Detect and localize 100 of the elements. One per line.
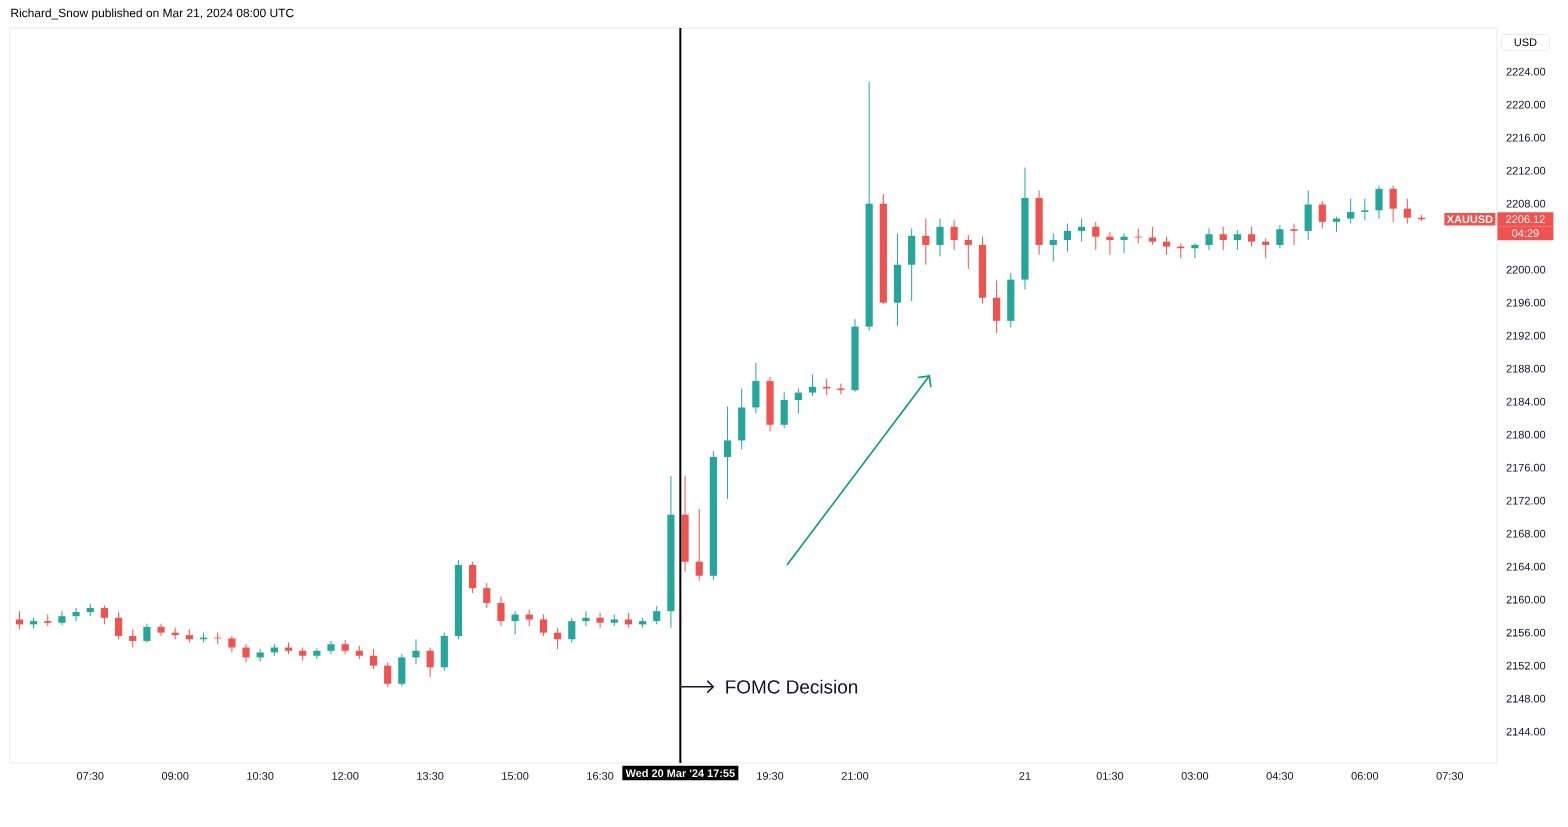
candlestick (1219, 226, 1227, 251)
y-tick-label: 2176.00 (1506, 463, 1546, 472)
y-tick-label: 2192.00 (1506, 331, 1546, 340)
candlestick (908, 227, 916, 302)
candlestick (1389, 185, 1397, 223)
candlestick (1233, 229, 1241, 251)
x-tick-label: 06:00 (1351, 772, 1379, 780)
x-tick-label: 15:00 (502, 772, 529, 780)
candlestick (794, 387, 802, 414)
y-tick-label: 2188.00 (1506, 364, 1546, 373)
candlestick (1063, 223, 1072, 253)
candlestick (1276, 224, 1284, 249)
x-tick-label: 10:30 (247, 772, 274, 780)
candlestick (596, 612, 604, 629)
y-tick-label: 2164.00 (1506, 562, 1546, 571)
candlestick (426, 647, 434, 678)
candlestick (1092, 221, 1100, 251)
candlestick (454, 559, 463, 640)
candlestick (1304, 190, 1312, 241)
candlestick (695, 508, 703, 582)
candlestick (1347, 198, 1355, 224)
candlestick (483, 582, 491, 609)
candlestick (469, 561, 477, 594)
candlestick (1078, 218, 1086, 243)
candlestick (1134, 227, 1142, 244)
candlestick (568, 617, 576, 644)
candlestick (58, 610, 66, 626)
candlestick (157, 623, 165, 637)
candlestick (1049, 232, 1057, 262)
candlestick (766, 376, 774, 432)
candlestick (412, 638, 420, 665)
y-tick-label: 2172.00 (1506, 496, 1546, 505)
candlestick (100, 604, 109, 625)
y-tick-label: 2144.00 (1506, 727, 1546, 736)
x-tick-label: 07:30 (76, 772, 104, 780)
candlestick (752, 362, 760, 414)
x-tick-label: 04:30 (1266, 772, 1294, 780)
candlestick (978, 236, 987, 305)
candlestick (114, 611, 123, 640)
ref-line-label: Wed 20 Mar '24 17:55 (625, 769, 735, 778)
y-tick-label: 2152.00 (1506, 661, 1546, 670)
candlestick (879, 193, 887, 305)
candlestick (709, 450, 717, 581)
x-tick-label: 03:00 (1181, 772, 1209, 780)
candlestick (865, 81, 873, 332)
y-tick-label: 2180.00 (1506, 430, 1546, 439)
candlestick (72, 607, 80, 622)
candlestick (497, 595, 505, 627)
candlestick (1375, 185, 1383, 220)
x-tick-label: 12:00 (332, 772, 359, 780)
y-tick-label: 2148.00 (1506, 694, 1546, 703)
candlestick (1035, 190, 1043, 256)
y-tick-label: 2168.00 (1506, 529, 1546, 538)
candlestick (1247, 226, 1256, 248)
candlestick (15, 610, 24, 630)
candlestick (667, 475, 675, 629)
candlestick (1361, 198, 1369, 221)
y-tick-label: 2196.00 (1506, 298, 1546, 307)
x-tick-label: 09:00 (161, 772, 189, 780)
candlestick (242, 643, 250, 663)
candlestick (964, 234, 972, 270)
candlestick (922, 218, 930, 266)
x-tick-label: 21 (1019, 772, 1031, 780)
candlestick (384, 661, 392, 688)
candlestick (1403, 198, 1411, 224)
candlestick (1021, 166, 1029, 290)
annotation: FOMC Decision (726, 679, 858, 694)
chart-title: Richard_Snow published on Mar 21, 2024 08:00 UTC (11, 8, 294, 20)
candlestick (936, 218, 944, 257)
candlestick (1290, 223, 1298, 246)
x-tick-label: 07:30 (1436, 772, 1464, 780)
candlestick (993, 279, 1001, 334)
candlestick (1007, 272, 1015, 328)
candlestick (440, 632, 448, 672)
candlestick (723, 406, 732, 500)
candlestick (398, 653, 406, 687)
y-tick-label: 2160.00 (1506, 595, 1546, 604)
annotation: XAUUSD (1446, 215, 1493, 224)
candlestick (681, 475, 689, 573)
candlestick (1106, 231, 1114, 256)
y-tick-label: 2200.00 (1506, 265, 1546, 274)
candlestick (539, 614, 548, 637)
y-tick-label: 2224.00 (1506, 67, 1546, 76)
candlestick (1205, 227, 1213, 251)
candlestick (653, 605, 661, 625)
candlestick (808, 373, 817, 397)
y-tick-label: 2212.00 (1506, 166, 1546, 175)
candlestick (143, 623, 151, 644)
candlestick (1318, 200, 1326, 229)
y-tick-label: 2156.00 (1506, 628, 1546, 637)
x-tick-label: 21:00 (841, 772, 869, 780)
candlestick (950, 219, 958, 251)
y-tick-label: 2220.00 (1506, 100, 1546, 109)
candlestick (327, 640, 335, 655)
candlestick (369, 648, 378, 670)
candlestick (1120, 232, 1128, 254)
text: 04:29 (1512, 229, 1539, 238)
x-tick-label: 19:30 (757, 772, 784, 780)
y-tick-label: 2216.00 (1506, 133, 1546, 142)
candlestick (780, 391, 788, 429)
